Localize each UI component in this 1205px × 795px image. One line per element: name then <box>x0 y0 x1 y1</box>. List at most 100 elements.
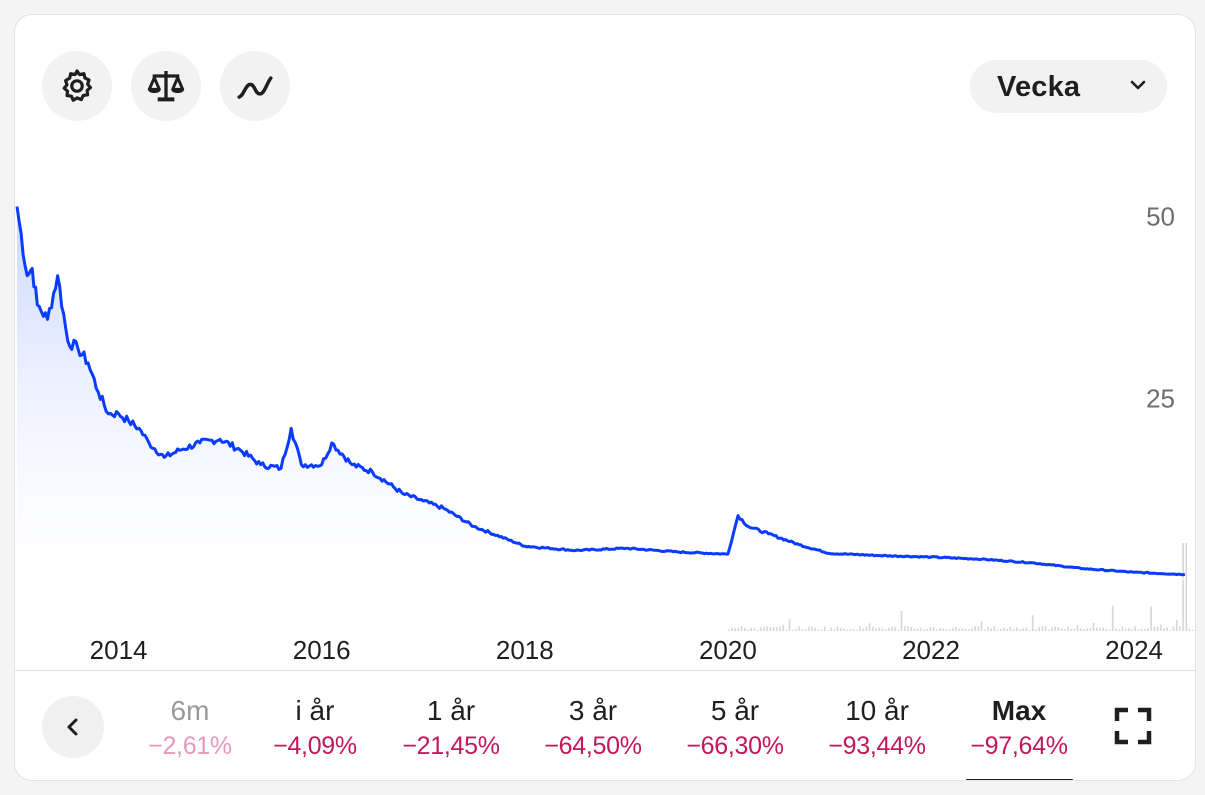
volume-bar <box>887 628 890 631</box>
volume-bar <box>1028 629 1031 631</box>
indicator-button[interactable] <box>220 51 290 121</box>
fullscreen-icon <box>1114 707 1152 745</box>
range-label: i år <box>295 695 335 726</box>
volume-bar <box>935 629 938 631</box>
volume-bar <box>1179 626 1181 631</box>
range-option[interactable]: 10 år −93,44% <box>817 691 937 761</box>
volume-bar <box>929 627 932 631</box>
volume-bar <box>875 628 877 631</box>
volume-bar <box>1159 624 1162 631</box>
compare-button[interactable] <box>131 51 201 121</box>
volume-bar <box>983 629 986 631</box>
volume-bar <box>827 630 829 631</box>
range-change: −4,09% <box>273 732 357 760</box>
volume-bar <box>836 626 839 631</box>
volume-bar <box>753 628 756 631</box>
volume-bar <box>1041 626 1044 631</box>
volume-bar <box>945 629 948 631</box>
volume-bar <box>1143 629 1146 631</box>
volume-bar <box>1079 628 1082 631</box>
period-select[interactable]: Vecka <box>970 60 1167 113</box>
fullscreen-button[interactable] <box>1110 703 1156 749</box>
volume-bar <box>1044 626 1047 631</box>
volume-bar <box>865 626 868 631</box>
range-option[interactable]: 3 år −64,50% <box>533 691 653 761</box>
volume-bar <box>1073 628 1076 631</box>
range-option[interactable]: 1 år −21,45% <box>391 691 511 761</box>
volume-bar <box>1121 626 1124 631</box>
volume-bar <box>907 626 909 631</box>
volume-bar <box>1038 627 1040 631</box>
range-label: 1 år <box>426 695 476 726</box>
volume-bar <box>820 629 823 631</box>
volume-bar <box>817 629 820 631</box>
volume-bar <box>910 627 912 631</box>
volume-bar <box>990 628 992 631</box>
volume-bar <box>942 628 944 631</box>
volume-bar <box>791 629 794 631</box>
volume-bar <box>747 629 749 631</box>
range-option[interactable]: 6m −2,61% <box>130 691 250 761</box>
volume-bar <box>884 629 887 631</box>
range-option[interactable]: i år −4,09% <box>255 691 375 761</box>
volume-bar <box>993 626 996 631</box>
range-option[interactable]: 5 år −66,30% <box>675 691 795 761</box>
volume-bar <box>855 630 858 631</box>
volume-bar <box>811 626 813 631</box>
chevron-left-icon <box>67 718 78 736</box>
range-label: 5 år <box>710 695 760 726</box>
back-button[interactable] <box>42 696 104 758</box>
y-tick-label: 25 <box>1146 383 1175 413</box>
volume-bar <box>878 627 880 631</box>
volume-bar <box>727 629 730 631</box>
volume-bar <box>1191 629 1194 631</box>
y-axis: 25 50 <box>1146 202 1175 414</box>
period-select-value: Vecka <box>997 71 1081 103</box>
volume-bar <box>846 629 848 631</box>
price-line <box>15 206 1186 577</box>
volume-bar <box>1022 628 1024 631</box>
volume-bar <box>782 624 784 631</box>
settings-button[interactable] <box>42 51 112 121</box>
volume-bar <box>737 627 740 631</box>
volume-bar <box>977 626 980 631</box>
volume-bar <box>919 627 922 631</box>
x-tick-label: 2018 <box>496 635 554 665</box>
volume-bar <box>971 628 973 631</box>
range-change: −66,30% <box>686 732 784 760</box>
volume-bar <box>1057 627 1060 631</box>
volume-bar <box>1076 624 1079 631</box>
volume-bar <box>804 629 807 631</box>
volume-bar <box>788 619 791 631</box>
range-label: Max <box>991 695 1047 726</box>
volume-bar <box>881 628 884 631</box>
volume-bar <box>1108 629 1111 631</box>
volume-bar <box>1012 629 1015 631</box>
volume-bar <box>913 628 916 631</box>
volume-bar <box>801 629 804 631</box>
range-change: −2,61% <box>148 732 232 760</box>
range-label: 10 år <box>845 695 909 726</box>
volume-bar <box>814 627 816 631</box>
x-tick-label: 2024 <box>1105 635 1163 665</box>
volume-bar <box>964 629 967 631</box>
volume-bar <box>743 628 746 631</box>
volume-bar <box>1047 629 1050 631</box>
volume-bar <box>951 627 954 631</box>
volume-bar <box>763 626 765 631</box>
volume-bar <box>795 628 797 631</box>
volume-bar <box>1102 627 1104 631</box>
volume-bar <box>731 627 733 631</box>
volume-bar <box>833 628 836 631</box>
range-option[interactable]: Max −97,64% <box>959 691 1079 780</box>
volume-bar <box>807 626 810 631</box>
x-tick-label: 2016 <box>293 635 351 665</box>
volume-bar <box>1118 629 1120 631</box>
x-axis: 2014 2016 2018 2020 2022 2024 <box>90 635 1163 665</box>
range-label: 6m <box>170 695 210 726</box>
volume-bar <box>868 623 871 631</box>
volume-bar <box>852 628 855 631</box>
volume-bar <box>1111 605 1114 631</box>
volume-bar <box>948 628 951 631</box>
volume-bar <box>1140 628 1143 631</box>
